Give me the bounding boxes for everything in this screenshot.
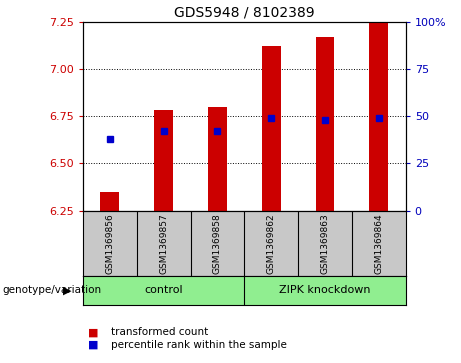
- Text: ■: ■: [88, 340, 98, 350]
- Bar: [369, 22, 388, 211]
- Bar: [262, 46, 281, 211]
- Text: GSM1369864: GSM1369864: [374, 213, 383, 274]
- Bar: [154, 110, 173, 211]
- Title: GDS5948 / 8102389: GDS5948 / 8102389: [174, 5, 315, 19]
- Bar: [316, 37, 334, 211]
- Text: GSM1369863: GSM1369863: [320, 213, 330, 274]
- Text: ▶: ▶: [63, 285, 71, 295]
- Text: GSM1369862: GSM1369862: [267, 213, 276, 274]
- Text: ZIPK knockdown: ZIPK knockdown: [279, 285, 371, 295]
- Text: control: control: [144, 285, 183, 295]
- Bar: [208, 107, 227, 211]
- Text: GSM1369858: GSM1369858: [213, 213, 222, 274]
- Text: transformed count: transformed count: [111, 327, 208, 337]
- Text: GSM1369857: GSM1369857: [159, 213, 168, 274]
- Text: percentile rank within the sample: percentile rank within the sample: [111, 340, 287, 350]
- Bar: [100, 192, 119, 211]
- Text: genotype/variation: genotype/variation: [2, 285, 101, 295]
- Text: GSM1369856: GSM1369856: [106, 213, 114, 274]
- Text: ■: ■: [88, 327, 98, 337]
